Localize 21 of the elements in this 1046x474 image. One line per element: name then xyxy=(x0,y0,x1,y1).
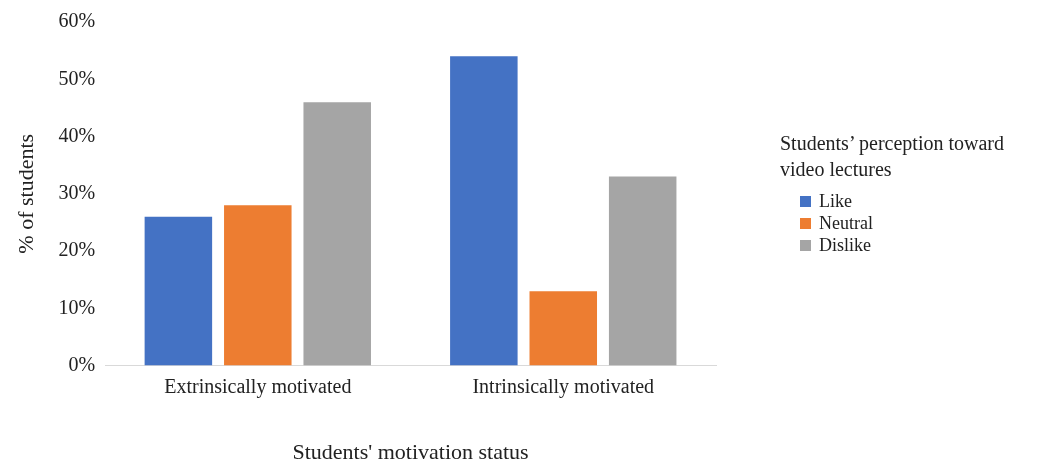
bar xyxy=(144,216,213,366)
legend-label: Neutral xyxy=(819,212,873,234)
y-axis-title: % of students xyxy=(12,133,38,254)
y-tick-label: 30% xyxy=(58,181,96,204)
bar xyxy=(608,176,677,366)
bar xyxy=(450,56,518,366)
y-tick-label: 60% xyxy=(58,9,96,32)
x-axis-title: Students' motivation status xyxy=(292,438,529,464)
legend-label: Like xyxy=(819,190,852,212)
bar xyxy=(529,291,598,366)
y-tick-label: 10% xyxy=(58,295,96,318)
bar xyxy=(224,205,292,366)
legend-title: Students’ perception toward video lectures xyxy=(780,131,1005,182)
y-tick-label: 20% xyxy=(58,238,96,261)
x-tick-label: Intrinsically motivated xyxy=(472,374,655,398)
y-tick-label: 50% xyxy=(58,66,96,89)
legend-label: Dislike xyxy=(819,234,871,256)
y-tick-label: 0% xyxy=(68,352,96,375)
bar xyxy=(303,102,371,366)
y-tick-label: 40% xyxy=(58,123,96,146)
x-tick-label: Extrinsically motivated xyxy=(164,374,352,398)
